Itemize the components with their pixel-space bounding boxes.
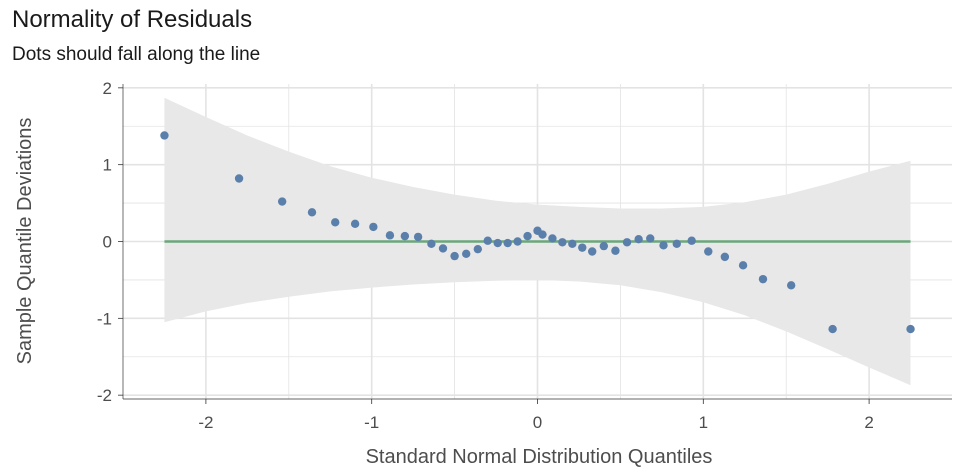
data-point: [548, 234, 557, 243]
data-point: [350, 219, 360, 229]
y-tick-label: 2: [103, 79, 112, 98]
data-point: [513, 237, 522, 246]
data-point: [588, 247, 597, 256]
data-point: [578, 243, 587, 252]
x-tick-label: 1: [699, 413, 708, 432]
data-point: [758, 274, 768, 284]
data-point: [503, 238, 512, 248]
y-tick-label: 1: [103, 156, 112, 175]
data-point: [493, 238, 502, 248]
y-axis-title: Sample Quantile Deviations: [14, 118, 36, 365]
data-point: [331, 218, 340, 227]
x-tick-label: 2: [864, 413, 873, 432]
x-axis-title: Standard Normal Distribution Quantiles: [366, 446, 713, 468]
data-point: [462, 249, 471, 258]
data-point: [369, 222, 378, 232]
data-point: [385, 231, 395, 240]
data-point: [427, 239, 436, 249]
data-point: [704, 247, 713, 256]
data-point: [483, 236, 492, 245]
data-point: [277, 197, 287, 206]
data-point: [786, 281, 796, 290]
data-point: [558, 238, 567, 247]
data-point: [413, 232, 423, 242]
points-group: [160, 131, 915, 334]
data-point: [160, 131, 169, 140]
x-tick-label: 0: [533, 413, 542, 432]
data-point: [450, 251, 459, 261]
data-point: [622, 238, 632, 247]
data-point: [599, 241, 609, 251]
data-point: [687, 236, 696, 245]
data-point: [672, 239, 681, 249]
data-point: [523, 231, 532, 241]
y-tick-label: -2: [97, 386, 112, 405]
data-point: [438, 244, 448, 253]
data-point: [634, 234, 643, 244]
chart-title: Normality of Residuals: [12, 6, 253, 33]
data-point: [659, 241, 668, 250]
data-point: [400, 231, 410, 241]
data-point: [738, 261, 748, 270]
data-point: [473, 244, 483, 254]
data-point: [611, 246, 620, 255]
data-point: [307, 208, 317, 217]
data-point: [234, 174, 244, 183]
axes-group: -2 -1 0 1 2 -2 -1 0 1 2: [97, 79, 952, 432]
x-tick-label: -1: [364, 413, 379, 432]
data-point: [828, 324, 837, 334]
x-tick-label: -2: [198, 413, 213, 432]
data-point: [906, 324, 915, 334]
data-point: [538, 230, 547, 239]
y-tick-label: -1: [97, 309, 112, 328]
data-point: [646, 234, 655, 243]
data-point: [720, 252, 730, 262]
data-point: [568, 239, 577, 249]
chart-subtitle: Dots should fall along the line: [12, 44, 261, 65]
y-tick-label: 0: [103, 233, 112, 252]
